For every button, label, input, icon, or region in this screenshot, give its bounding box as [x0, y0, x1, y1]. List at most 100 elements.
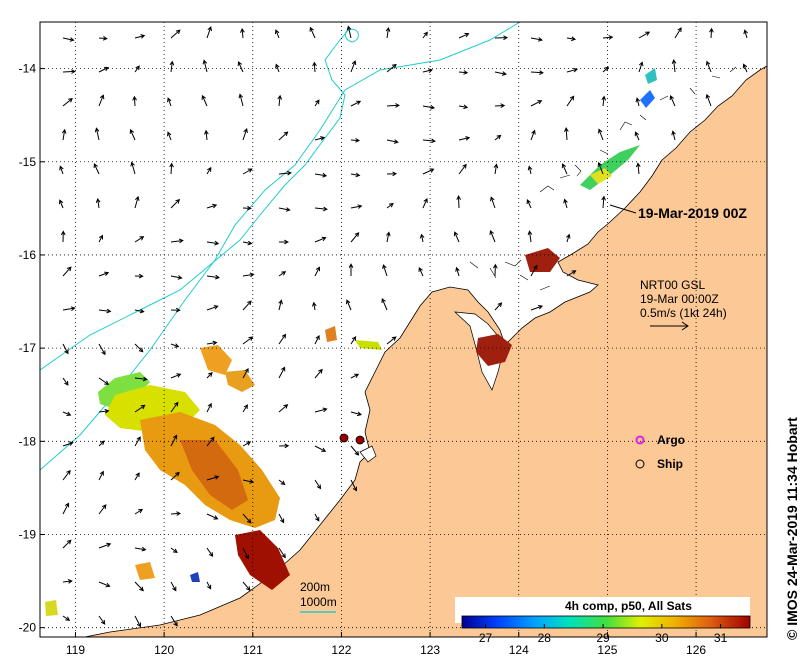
current-arrow-icon [278, 207, 291, 212]
current-arrow-icon [170, 343, 180, 348]
current-arrow-icon [674, 27, 682, 39]
current-arrow-icon [458, 70, 469, 75]
current-arrow-icon [346, 25, 352, 39]
current-arrow-icon [492, 263, 498, 277]
ship-observation-dot [339, 433, 349, 443]
current-arrow-icon [566, 270, 577, 277]
current-arrow-icon [422, 105, 436, 110]
sst-patch-coastal-yellow [590, 168, 612, 184]
ship-legend-label: Ship [657, 457, 683, 471]
current-arrow-icon [278, 333, 287, 345]
current-arrow-icon [705, 60, 712, 73]
colorbar: 4h comp, p50, All Sats 27 28 29 30 31 [455, 597, 751, 645]
current-arrow-icon [314, 407, 328, 413]
current-arrow-icon [312, 61, 317, 73]
current-arrow-icon [170, 307, 181, 313]
current-arrow-icon [60, 230, 66, 243]
current-arrow-icon [129, 128, 136, 141]
argo-legend-label: Argo [657, 433, 685, 447]
current-arrow-icon [422, 68, 433, 73]
current-arrow-icon [62, 615, 71, 621]
current-arrow-icon [134, 65, 140, 73]
sst-patch-orange-north [200, 345, 232, 375]
y-tick-label: -14 [19, 62, 37, 76]
current-arrow-icon [59, 165, 64, 175]
colorbar-tick-label: 30 [655, 631, 669, 645]
current-arrow-icon [134, 195, 140, 209]
current-arrow-icon [62, 502, 70, 515]
axis-ticks: 119 120 121 122 123 124 125 126 -14 -15 -16 -17 -18 -… [19, 62, 707, 657]
current-arrow-icon [242, 547, 249, 560]
current-arrow-icon [204, 129, 209, 141]
current-arrow-icon [134, 546, 147, 552]
current-arrow-icon [98, 470, 104, 481]
current-arrow-icon [314, 445, 327, 452]
current-arrow-icon [350, 445, 360, 456]
current-arrow-icon [278, 443, 290, 449]
current-arrow-icon [93, 163, 100, 175]
current-arrow-icon [601, 95, 607, 107]
current-arrow-icon [170, 275, 183, 280]
current-arrow-icon [237, 61, 244, 73]
sst-patch-blue-south [190, 572, 200, 582]
contour-label-1000m: 1000m [300, 595, 337, 609]
current-arrow-icon [134, 436, 141, 447]
current-arrow-icon [561, 163, 568, 175]
current-arrow-icon [242, 272, 255, 278]
current-arrow-icon [422, 168, 435, 175]
current-arrow-icon [493, 163, 499, 175]
current-arrow-icon [279, 239, 289, 245]
current-arrow-icon [743, 29, 748, 39]
y-tick-label: -20 [19, 621, 37, 635]
current-arrow-icon [134, 404, 146, 413]
land-mass [84, 22, 767, 637]
current-arrow-icon [170, 547, 178, 554]
current-arrow-icon [634, 131, 640, 141]
current-arrow-icon [206, 340, 218, 346]
current-arrow-icon [170, 29, 181, 39]
current-arrow-icon [458, 136, 471, 141]
current-arrow-icon [206, 26, 212, 39]
current-arrow-icon [309, 26, 316, 39]
current-arrow-icon [386, 336, 397, 345]
current-arrow-icon [98, 343, 106, 356]
colorbar-title: 4h comp, p50, All Sats [565, 599, 692, 613]
colorbar-ticks: 27 28 29 30 31 [479, 624, 728, 645]
current-arrow-icon [350, 172, 361, 178]
current-arrow-icon [494, 103, 506, 109]
current-arrow-icon [350, 100, 362, 107]
x-tick-label: 125 [597, 643, 617, 657]
date-label: 19-Mar-2019 00Z [638, 205, 747, 221]
current-arrow-icon [314, 206, 328, 212]
current-arrow-icon [98, 35, 108, 41]
current-arrow-icon [638, 61, 644, 73]
current-arrow-icon [348, 263, 354, 276]
current-arrow-icon [61, 128, 67, 141]
current-arrow-icon [278, 299, 283, 311]
current-arrow-icon [206, 203, 218, 209]
sst-patch-coastal-cyan [645, 68, 657, 84]
sst-patches [45, 68, 657, 616]
current-arrow-icon [206, 166, 212, 175]
current-arrow-icon [526, 199, 532, 209]
colorbar-tick-label: 31 [714, 631, 728, 645]
current-arrow-icon [563, 198, 568, 209]
sst-patch-red-south [235, 530, 290, 590]
current-arrow-icon [494, 134, 502, 141]
current-arrow-icon [314, 513, 320, 522]
current-arrow-icon [385, 26, 391, 39]
colorbar-gradient [461, 615, 751, 629]
current-arrow-icon [242, 205, 252, 211]
current-arrow-icon [62, 306, 76, 311]
sst-patch-green-west [98, 372, 150, 410]
current-arrow-icon [350, 204, 363, 209]
current-arrow-icon [278, 131, 289, 141]
current-arrow-icon [98, 581, 111, 588]
sst-patch-red-coast [525, 248, 560, 272]
current-arrow-icon [98, 542, 112, 549]
current-arrow-icon [169, 162, 174, 175]
current-arrow-icon [742, 63, 748, 73]
current-arrow-icon [240, 27, 245, 39]
current-arrow-icon [169, 60, 175, 73]
current-arrow-icon [130, 161, 136, 175]
